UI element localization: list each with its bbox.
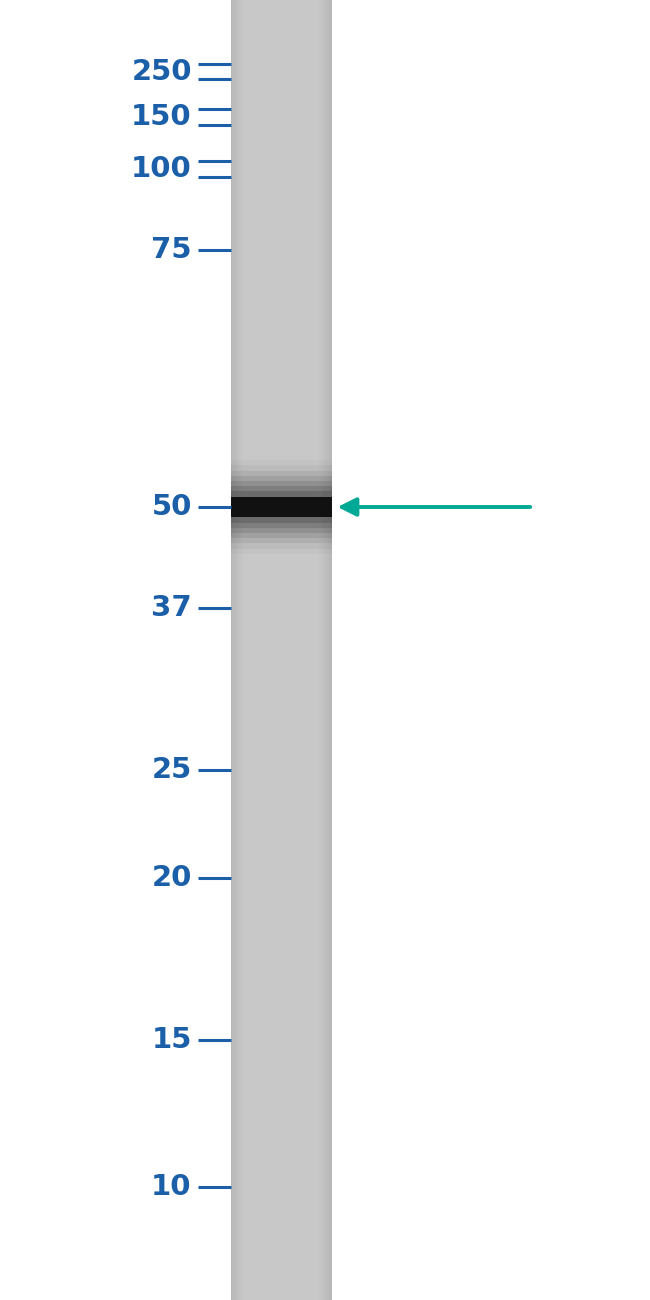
Bar bbox=[231, 460, 332, 554]
Bar bbox=[231, 471, 332, 543]
Text: 50: 50 bbox=[151, 493, 192, 521]
Bar bbox=[328, 0, 329, 1300]
Bar bbox=[233, 0, 235, 1300]
Bar bbox=[329, 0, 330, 1300]
Bar bbox=[231, 481, 332, 533]
Text: 25: 25 bbox=[151, 755, 192, 784]
Bar bbox=[238, 0, 239, 1300]
Text: 100: 100 bbox=[131, 155, 192, 183]
Bar bbox=[231, 491, 332, 523]
Bar bbox=[320, 0, 322, 1300]
Bar bbox=[323, 0, 324, 1300]
Bar bbox=[231, 0, 332, 1300]
Text: 150: 150 bbox=[131, 103, 192, 131]
Text: 37: 37 bbox=[151, 594, 192, 623]
Bar bbox=[322, 0, 323, 1300]
Bar bbox=[231, 476, 332, 538]
Bar bbox=[232, 0, 233, 1300]
Bar bbox=[231, 486, 332, 528]
Bar bbox=[231, 497, 332, 517]
Text: 15: 15 bbox=[151, 1026, 192, 1054]
Text: 10: 10 bbox=[151, 1173, 192, 1201]
Bar bbox=[239, 0, 240, 1300]
Bar bbox=[240, 0, 242, 1300]
Text: 75: 75 bbox=[151, 235, 192, 264]
Text: 20: 20 bbox=[151, 863, 192, 892]
Bar bbox=[327, 0, 328, 1300]
Bar bbox=[242, 0, 243, 1300]
Bar bbox=[231, 497, 332, 517]
Bar bbox=[324, 0, 326, 1300]
Bar bbox=[235, 0, 237, 1300]
Bar bbox=[237, 0, 238, 1300]
Bar bbox=[319, 0, 320, 1300]
Bar bbox=[231, 465, 332, 549]
Bar bbox=[231, 0, 232, 1300]
Text: 250: 250 bbox=[131, 57, 192, 86]
Bar bbox=[326, 0, 327, 1300]
Bar bbox=[330, 0, 332, 1300]
